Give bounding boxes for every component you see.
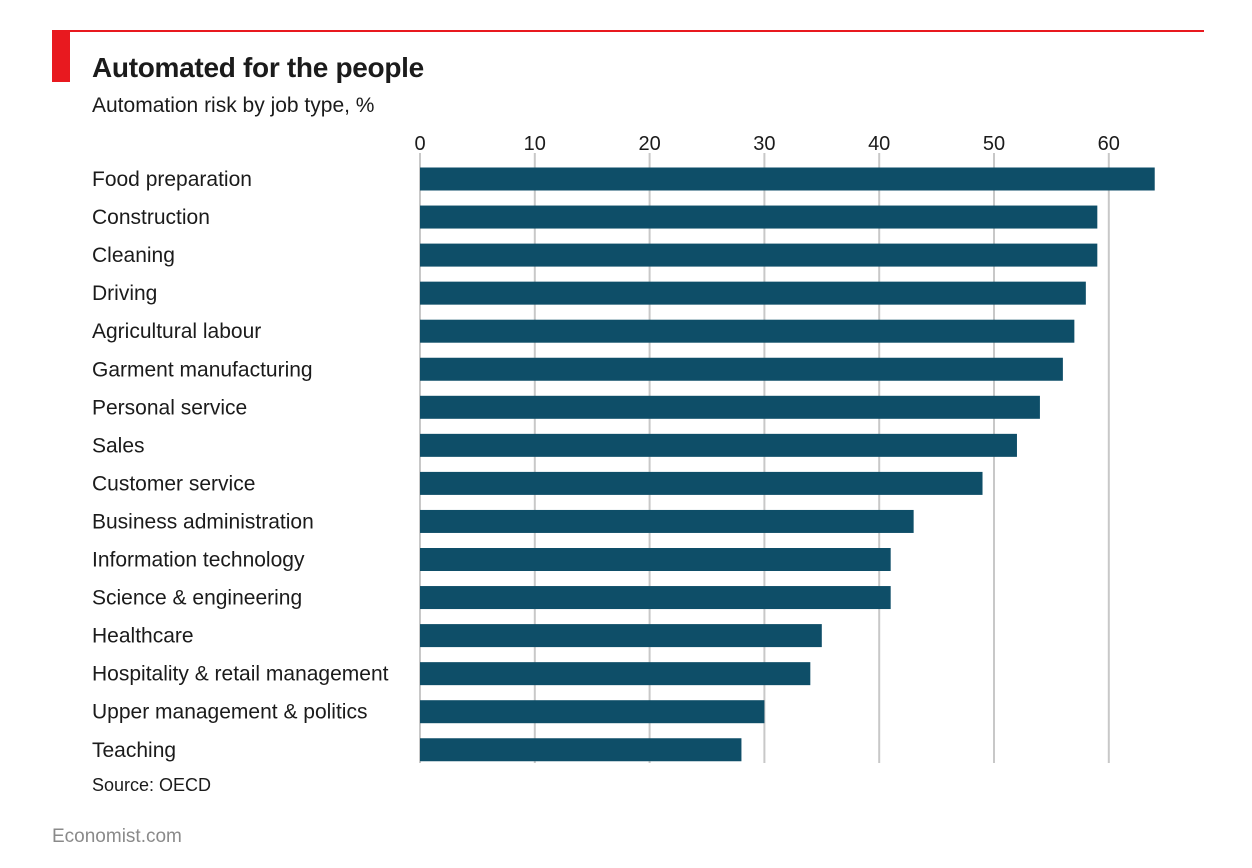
bar-15	[420, 738, 742, 762]
bar-10	[420, 548, 891, 571]
category-label-14: Upper management & politics	[92, 701, 367, 724]
category-label-0: Food preparation	[92, 168, 252, 191]
category-label-15: Teaching	[92, 739, 176, 762]
category-label-12: Healthcare	[92, 625, 194, 648]
bar-8	[420, 471, 983, 495]
category-label-4: Agricultural labour	[92, 320, 261, 343]
tick-labels: 0 10 20 30 40 50 60	[414, 133, 1119, 155]
source-note: Source: OECD	[92, 775, 212, 795]
bar-0	[420, 167, 1155, 191]
red-accent-tab	[52, 30, 70, 82]
tick-label-50: 50	[983, 133, 1005, 155]
bar-3	[420, 281, 1086, 305]
tick-label-60: 60	[1098, 133, 1120, 155]
bar-4	[420, 319, 1075, 343]
bars	[420, 167, 1155, 762]
bar-14	[420, 700, 765, 724]
chart-title: Automated for the people	[92, 52, 424, 83]
bar-13	[420, 662, 811, 686]
category-label-13: Hospitality & retail management	[92, 663, 389, 686]
tick-label-0: 0	[414, 133, 425, 155]
category-label-7: Sales	[92, 434, 145, 457]
tick-label-20: 20	[638, 133, 660, 155]
tick-label-30: 30	[753, 133, 775, 155]
category-label-11: Science & engineering	[92, 587, 302, 610]
bar-12	[420, 624, 822, 648]
tick-label-40: 40	[868, 133, 890, 155]
category-label-3: Driving	[92, 282, 157, 305]
bar-6	[420, 395, 1040, 419]
bar-2	[420, 243, 1098, 267]
chart-subtitle: Automation risk by job type, %	[92, 94, 375, 117]
category-label-9: Business administration	[92, 510, 314, 533]
category-labels: Food preparation Construction Cleaning Driv…	[92, 168, 389, 762]
brand-footer: Economist.com	[52, 826, 182, 847]
tick-label-10: 10	[524, 133, 546, 155]
category-label-6: Personal service	[92, 396, 247, 419]
bar-5	[420, 357, 1063, 381]
bar-11	[420, 586, 891, 610]
bar-1	[420, 205, 1098, 229]
top-rule	[52, 30, 1204, 32]
category-label-8: Customer service	[92, 472, 255, 495]
bar-7	[420, 433, 1017, 457]
bar-9	[420, 509, 914, 533]
category-label-10: Information technology	[92, 549, 305, 572]
category-label-2: Cleaning	[92, 244, 175, 267]
category-label-5: Garment manufacturing	[92, 358, 313, 381]
category-label-1: Construction	[92, 206, 210, 229]
